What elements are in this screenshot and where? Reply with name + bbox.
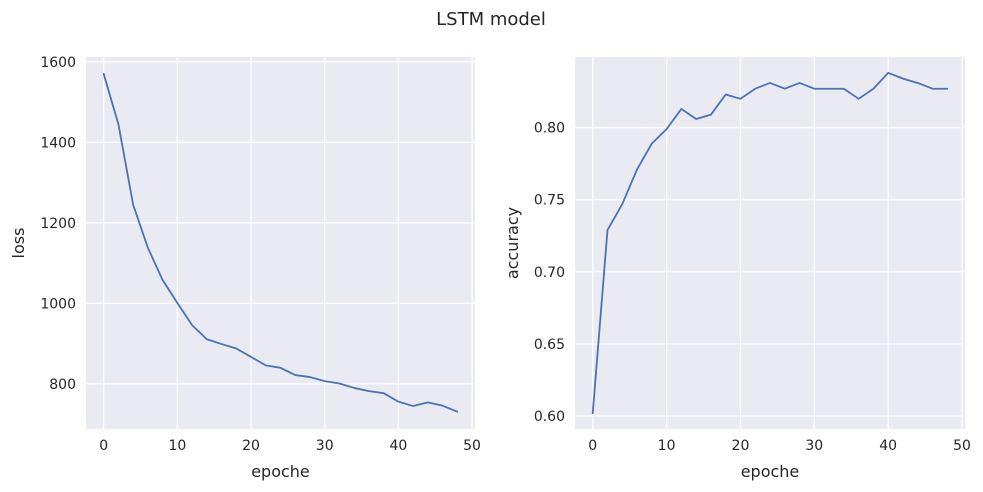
loss-y-tick-label: 1200	[40, 216, 76, 232]
loss-x-tick-label: 50	[463, 438, 481, 454]
accuracy-x-tick-label: 10	[658, 438, 676, 454]
loss-y-tick-label: 1000	[40, 296, 76, 312]
accuracy-y-tick-label: 0.60	[534, 409, 565, 425]
loss-x-tick-label: 40	[389, 438, 407, 454]
loss-y-axis-label: loss	[9, 228, 28, 259]
accuracy-y-tick-label: 0.65	[534, 337, 565, 353]
loss-y-tick-label: 1400	[40, 135, 76, 151]
accuracy-x-tick-label: 20	[732, 438, 750, 454]
accuracy-chart: 0 10 20 30 40 50 0.60 0.65 0.70 0.75 0.80 epoche acc…	[503, 57, 971, 481]
loss-series-line	[102, 73, 459, 413]
accuracy-x-tick-label: 40	[879, 438, 897, 454]
loss-x-tick-label: 20	[242, 438, 260, 454]
accuracy-x-tick-label: 30	[805, 438, 823, 454]
accuracy-series-line	[591, 71, 949, 415]
loss-chart: 0 10 20 30 40 50 800 1000 1200 1400 1600 epoche loss	[9, 55, 481, 481]
loss-x-tick-label: 0	[99, 438, 108, 454]
accuracy-x-tick-label: 0	[588, 438, 597, 454]
accuracy-y-tick-label: 0.70	[534, 265, 565, 281]
loss-plot-area	[86, 57, 475, 429]
loss-x-tick-label: 10	[168, 438, 186, 454]
accuracy-x-tick-label: 50	[953, 438, 971, 454]
accuracy-y-tick-label: 0.80	[534, 121, 565, 137]
figure-title: LSTM model	[436, 9, 546, 30]
loss-x-axis-label: epoche	[251, 462, 310, 481]
loss-y-tick-label: 1600	[40, 55, 76, 71]
loss-y-tick-label: 800	[49, 377, 76, 393]
accuracy-x-axis-label: epoche	[741, 462, 800, 481]
loss-x-tick-label: 30	[316, 438, 334, 454]
accuracy-y-axis-label: accuracy	[503, 207, 522, 279]
accuracy-plot-area	[575, 57, 965, 429]
accuracy-y-tick-label: 0.75	[534, 193, 565, 209]
